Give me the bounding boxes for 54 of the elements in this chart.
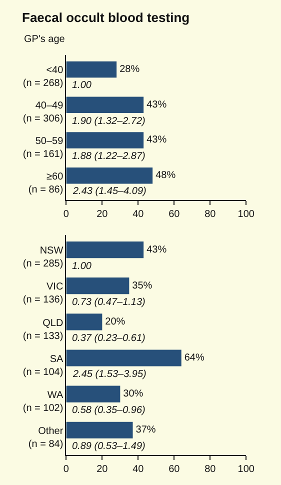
annotation: 1.90 (1.32–2.72) <box>72 116 146 127</box>
data-label: 43% <box>146 134 167 146</box>
bar <box>66 96 144 113</box>
x-tick-label: 100 <box>238 464 255 475</box>
annotation: 0.89 (0.53–1.49) <box>72 441 146 452</box>
x-tick-label: 40 <box>132 209 144 220</box>
x-tick-label: 100 <box>238 209 255 220</box>
x-tick-label: 60 <box>168 209 180 220</box>
y-tick-label: Other (n = 84) <box>28 426 64 450</box>
data-label: 43% <box>146 99 167 110</box>
x-tick-label: 80 <box>204 209 216 220</box>
annotation: 1.00 <box>72 261 92 272</box>
x-tick-label: 0 <box>63 464 70 475</box>
bar <box>66 278 130 294</box>
x-tick-label: 0 <box>63 209 70 220</box>
y-tick-label: ≥60 (n = 86) <box>28 171 64 196</box>
annotation: 2.45 (1.53–3.95) <box>72 369 146 380</box>
annotation: 0.37 (0.23–0.61) <box>72 333 146 344</box>
y-tick-label: VIC (n = 136) <box>22 282 64 306</box>
bar <box>66 241 144 258</box>
x-tick-label: 20 <box>96 209 108 220</box>
y-tick-label: WA (n = 102) <box>22 390 64 414</box>
chart-title: Faecal occult blood testing <box>22 10 190 25</box>
x-tick-label: 80 <box>204 464 216 475</box>
y-tick-label: SA (n = 104) <box>22 354 64 378</box>
annotation: 1.88 (1.22–2.87) <box>72 151 146 162</box>
bar <box>66 314 102 330</box>
annotation: 2.43 (1.45–4.09) <box>72 186 146 197</box>
y-tick-label: QLD (n = 133) <box>22 318 64 342</box>
bar <box>66 386 120 402</box>
x-tick-label: 40 <box>132 464 144 475</box>
data-label: 28% <box>120 64 140 75</box>
annotation: 0.58 (0.35–0.96) <box>72 405 146 416</box>
y-tick-label: NSW (n = 285) <box>22 246 64 270</box>
bar <box>66 350 182 366</box>
x-tick-label: 20 <box>96 464 108 475</box>
bar <box>66 422 133 438</box>
bar <box>66 132 144 148</box>
data-label: 20% <box>105 316 126 328</box>
y-tick-label: <40 (n = 268) <box>22 65 64 90</box>
y-axis-title: GP's age <box>24 34 66 45</box>
data-label: 35% <box>132 280 152 292</box>
annotation: 1.00 <box>72 80 92 91</box>
annotation: 0.73 (0.47–1.13) <box>72 297 146 308</box>
bar <box>66 167 153 184</box>
bar <box>66 61 117 78</box>
y-tick-label: 50–59 (n = 161) <box>22 136 64 160</box>
data-label: 43% <box>146 244 167 256</box>
data-label: 30% <box>123 388 144 400</box>
y-tick-label: 40–49 (n = 306) <box>22 100 64 125</box>
data-label: 64% <box>184 352 204 364</box>
data-label: 37% <box>136 424 156 436</box>
x-tick-label: 60 <box>168 464 180 475</box>
data-label: 48% <box>156 170 176 182</box>
